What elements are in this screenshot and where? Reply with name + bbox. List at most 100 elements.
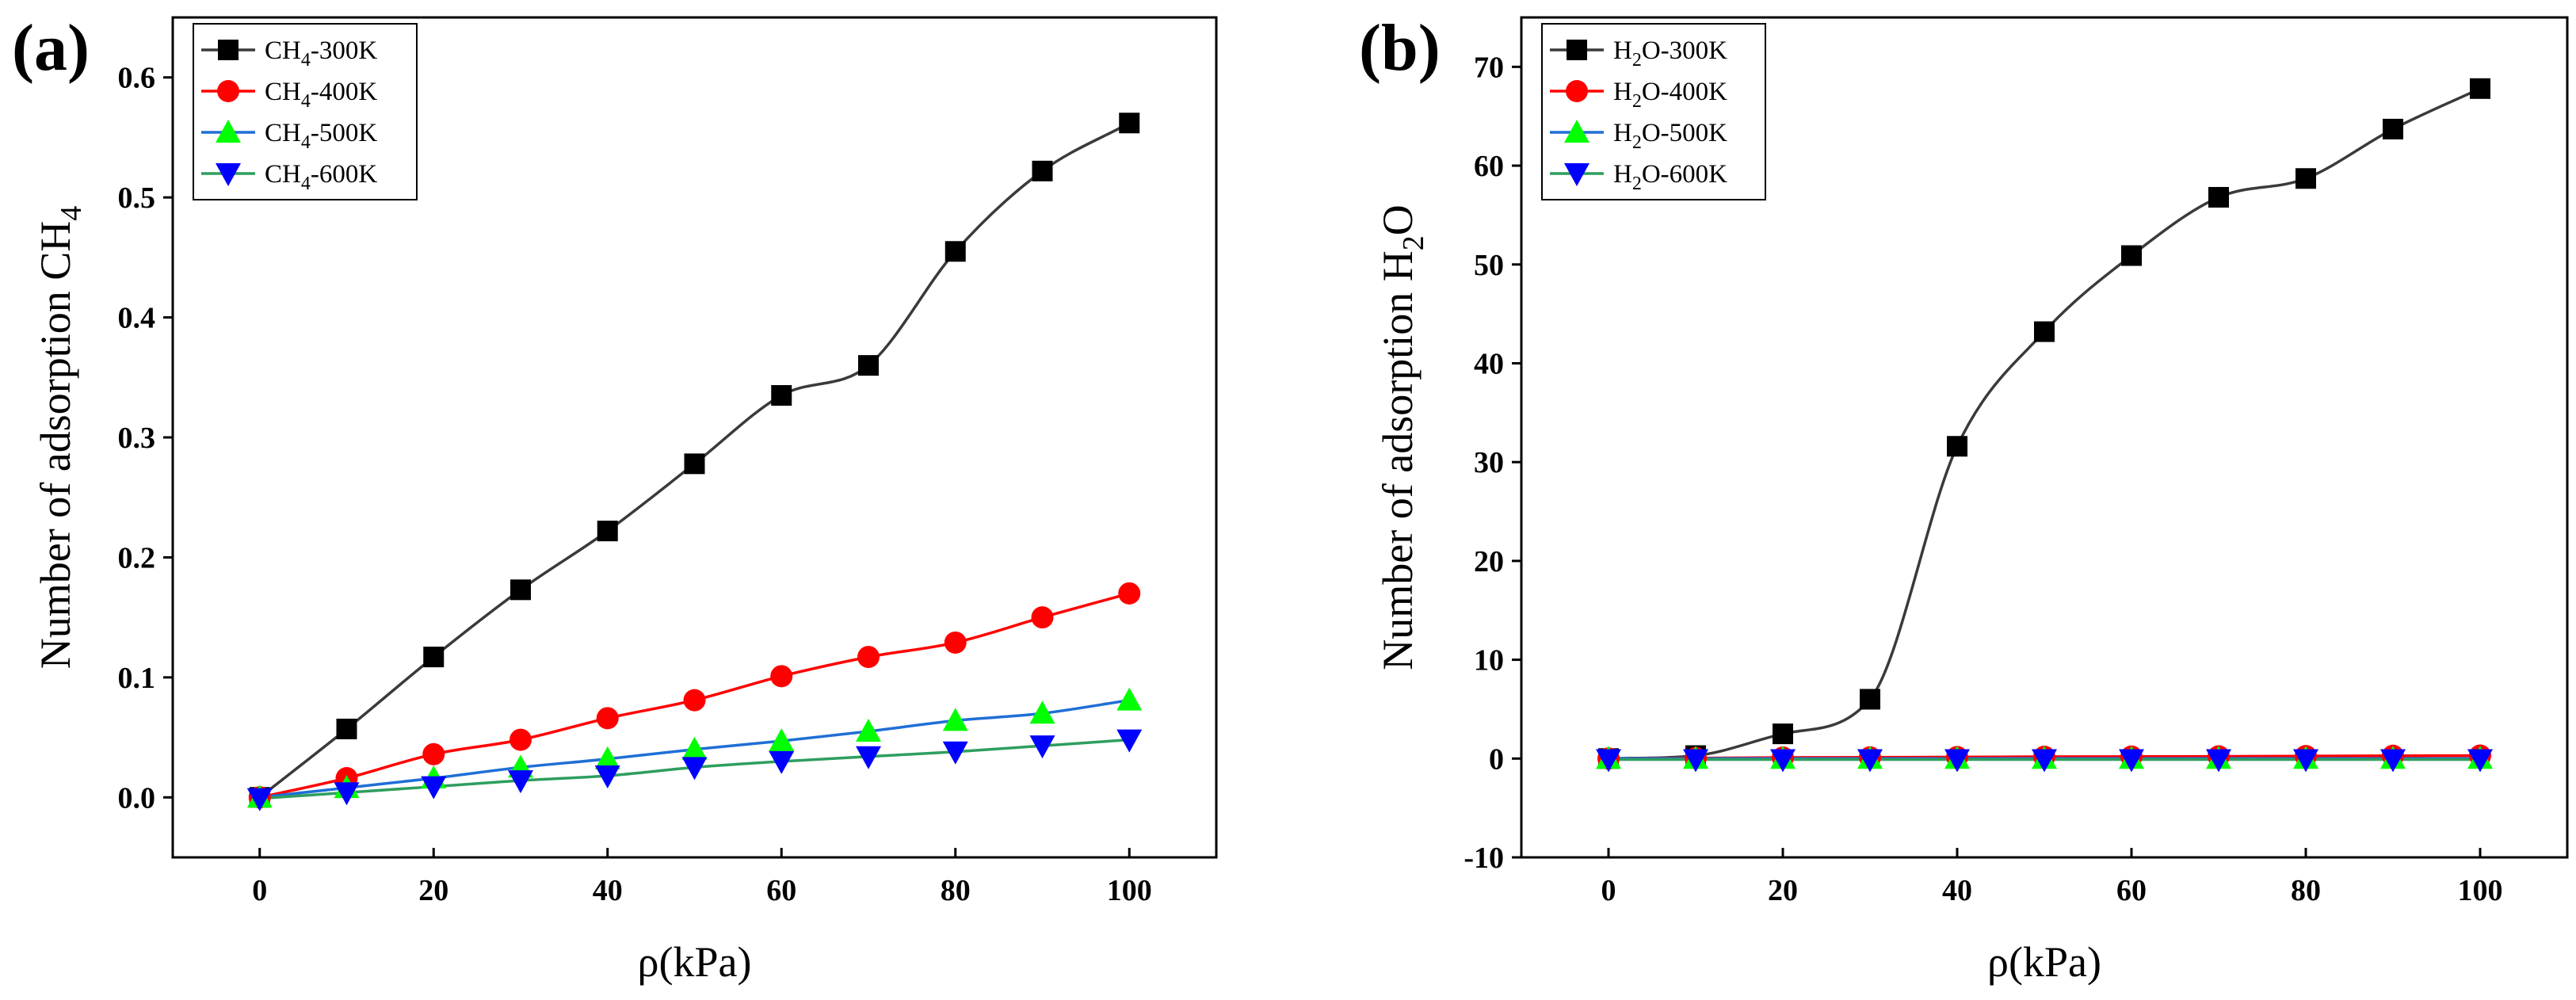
y-tick-label: 0 <box>1489 742 1504 776</box>
data-point <box>1031 606 1054 629</box>
x-tick-label: 100 <box>1107 874 1152 907</box>
legend-label: CH4-500K <box>265 119 377 153</box>
data-point <box>1118 582 1141 605</box>
panel-b: 0 20 40 60 80 100 -10 0 10 20 30 40 50 60 70 ρ(kPa) Numb… <box>1359 11 2569 986</box>
data-point <box>510 579 531 601</box>
legend-marker <box>216 163 241 186</box>
data-point <box>770 665 793 688</box>
data-point <box>1119 113 1140 134</box>
data-point <box>2383 118 2403 139</box>
data-point <box>508 770 533 794</box>
legend-marker <box>1566 80 1588 102</box>
y-axis-title: Number of adsorption CH4 <box>32 206 88 669</box>
data-point <box>856 719 881 742</box>
data-point <box>2034 321 2055 342</box>
data-point <box>2296 168 2316 189</box>
data-point <box>2032 749 2057 773</box>
x-axis-title: ρ(kPa) <box>1987 938 2101 986</box>
x-tick-label: 40 <box>1942 874 1972 907</box>
data-point <box>421 776 447 800</box>
data-point <box>1116 687 1143 711</box>
data-point <box>856 746 881 769</box>
y-tick-label: 0.4 <box>118 302 156 335</box>
legend-marker <box>217 80 239 102</box>
legend-label: CH4-400K <box>265 78 377 112</box>
y-tick-label: 0.3 <box>118 422 156 455</box>
data-point <box>334 782 360 806</box>
data-point <box>2119 749 2144 773</box>
data-point <box>1770 749 1796 773</box>
data-point <box>423 647 445 668</box>
panel-a: 0 20 40 60 80 100 0.0 0.1 0.2 0.3 0.4 0.5 0.6 ρ(kPa) N… <box>12 11 1218 986</box>
data-point <box>771 385 792 406</box>
legend-label: H2O-300K <box>1613 36 1727 71</box>
data-point <box>594 746 620 769</box>
legend-label: CH4-300K <box>265 36 377 71</box>
data-point <box>1773 723 1793 745</box>
data-point <box>1116 729 1143 753</box>
data-point <box>684 453 705 475</box>
x-tick-label: 60 <box>766 874 796 907</box>
y-tick-label: 0.6 <box>118 62 156 95</box>
data-point <box>2467 749 2493 773</box>
y-tick-label: 60 <box>1474 150 1504 183</box>
legend-marker <box>216 120 241 143</box>
y-tick-label: -10 <box>1464 842 1504 875</box>
y-tick-label: 0.2 <box>118 541 156 574</box>
data-point <box>1596 749 1621 773</box>
data-point <box>857 646 880 669</box>
data-point <box>683 689 706 712</box>
y-tick-label: 70 <box>1474 51 1504 84</box>
data-point <box>769 728 795 752</box>
panel-label: (b) <box>1359 11 1441 85</box>
legend: H2O-300K H2O-400K H2O-500K H2O-600K <box>1541 23 1766 200</box>
x-tick-label: 60 <box>2116 874 2147 907</box>
y-tick-label: 20 <box>1474 545 1504 578</box>
legend-label: CH4-600K <box>265 160 377 194</box>
y-tick-label: 0.1 <box>118 662 156 695</box>
x-tick-label: 0 <box>252 874 267 907</box>
plot-frame <box>1520 16 2569 859</box>
y-axis-title: Number of adsorption H2O <box>1374 204 1430 670</box>
x-tick-label: 20 <box>1768 874 1798 907</box>
legend-label: H2O-600K <box>1613 160 1727 194</box>
x-tick-label: 20 <box>418 874 448 907</box>
x-axis-title: ρ(kPa) <box>638 938 752 986</box>
data-point <box>942 708 968 731</box>
x-tick-label: 80 <box>941 874 971 907</box>
data-point <box>858 355 879 376</box>
series-points-H2O-600K <box>1596 749 2493 773</box>
data-point <box>1029 735 1055 759</box>
data-point <box>1857 749 1883 773</box>
data-point <box>597 521 618 542</box>
data-point <box>246 788 273 811</box>
legend-label: H2O-400K <box>1613 78 1727 112</box>
data-point <box>681 757 708 781</box>
data-point <box>1947 436 1967 457</box>
data-point <box>596 707 619 730</box>
data-point <box>945 241 966 262</box>
legend: CH4-300K CH4-400K CH4-500K CH4-600K <box>193 23 418 200</box>
data-point <box>1032 160 1053 181</box>
legend-marker <box>218 40 239 60</box>
x-tick-label: 100 <box>2458 874 2503 907</box>
data-point <box>2293 749 2318 773</box>
x-tick-label: 0 <box>1601 874 1616 907</box>
y-tick-label: 50 <box>1474 249 1504 282</box>
x-tick-label: 40 <box>593 874 623 907</box>
data-point <box>2206 749 2231 773</box>
data-point <box>2121 245 2142 266</box>
y-tick-label: 30 <box>1474 446 1504 479</box>
data-point <box>1029 700 1055 724</box>
data-point <box>1683 749 1708 773</box>
data-point <box>2208 186 2229 208</box>
data-point <box>509 728 532 751</box>
data-point <box>1944 749 1970 773</box>
data-point <box>942 741 968 765</box>
legend-marker <box>1564 163 1589 186</box>
data-point <box>2470 78 2490 99</box>
y-tick-label: 10 <box>1474 644 1504 677</box>
panel-label: (a) <box>12 11 90 85</box>
data-point <box>2380 749 2406 773</box>
data-point <box>336 718 357 739</box>
